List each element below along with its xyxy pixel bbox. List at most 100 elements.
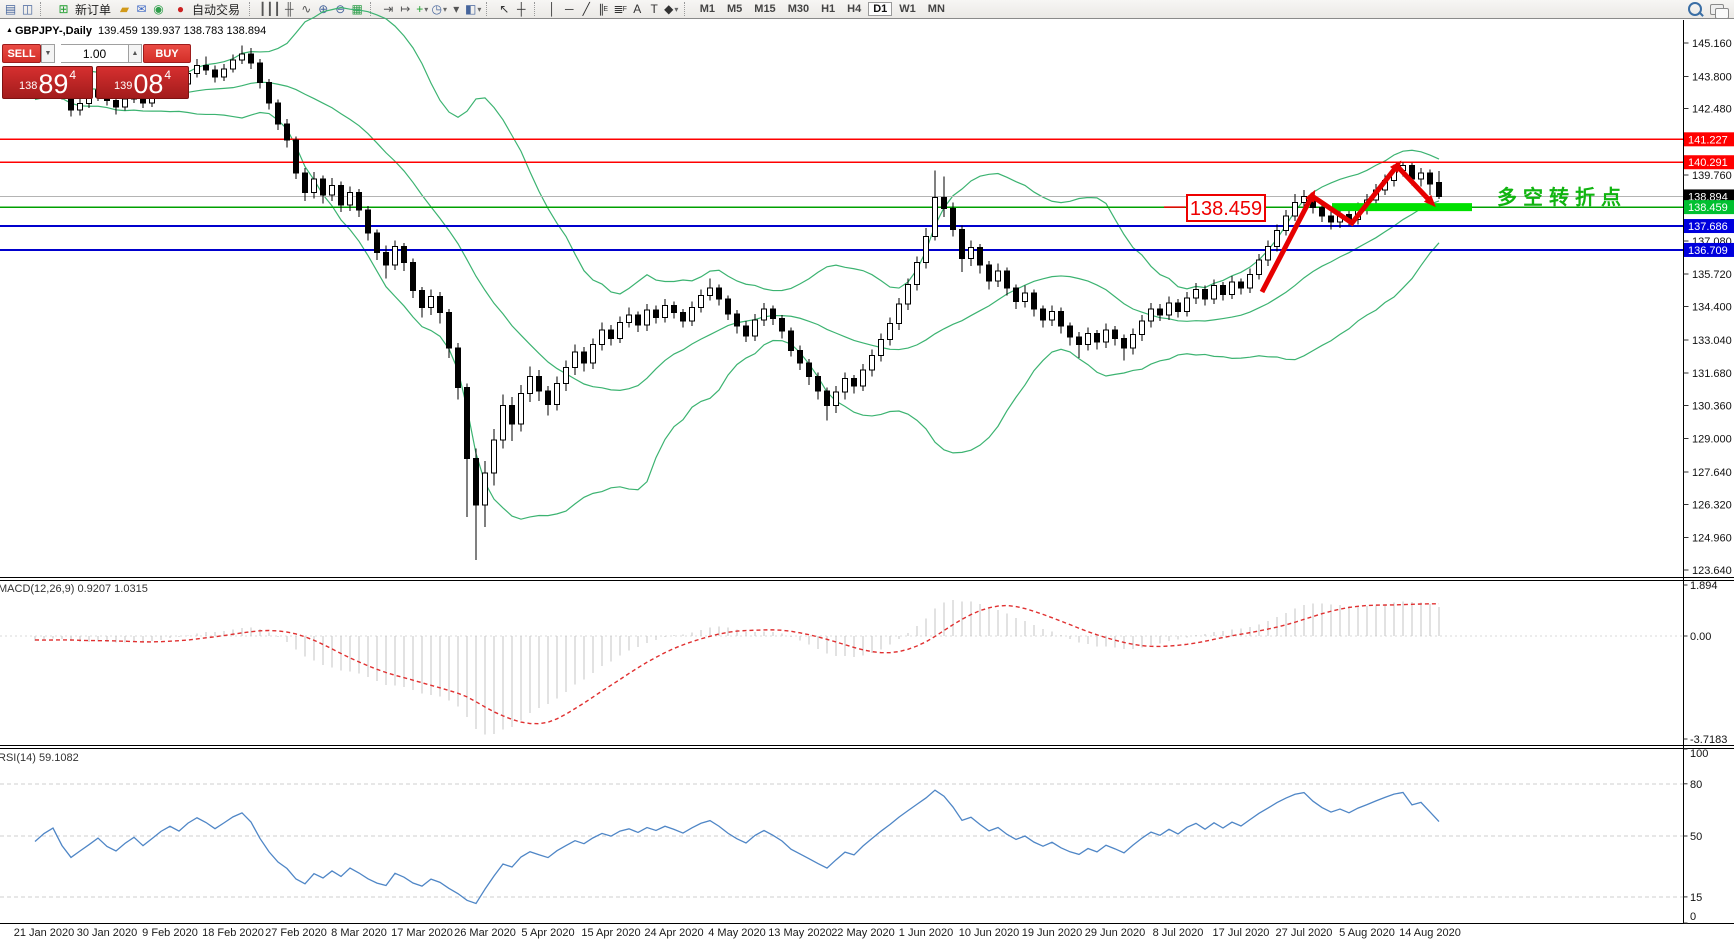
new-order-button-label: 新订单 (75, 2, 112, 17)
mql-community-icon[interactable]: ✉ (136, 1, 147, 16)
auto-scroll-icon[interactable]: ⇥ (383, 1, 394, 16)
candle (77, 103, 83, 111)
new-order-icon: ⊞ (58, 1, 69, 16)
dropdown-caret-icon[interactable]: ▾ (442, 4, 447, 14)
rsi-axis-label: 50 (1690, 831, 1702, 843)
price-badges: 141.227140.291138.894138.459137.686136.7… (1684, 132, 1734, 257)
annotations[interactable]: 138.459 多空转折点 (1164, 160, 1627, 294)
periods-icon[interactable]: ◷ ▾ (431, 1, 447, 16)
dropdown-caret-icon[interactable]: ▾ (477, 4, 482, 14)
candle (1193, 288, 1199, 299)
tf-button-M1[interactable]: M1 (699, 3, 715, 15)
sell-price-panel[interactable]: 138 89 4 (2, 66, 93, 99)
date-tick-label: 15 Apr 2020 (581, 927, 640, 939)
toolbar: ▤ ◫ ⊞ 新订单 ▰ ✉ ◉ ● 自动交易 ┃┃┃ ╫ ∿ ⊕ ⊖ ▦ ⇥ ↦ + ▾ ◷ ▾ ▾ ◧ ▾ ↖ ┼ │ ─ ╱ ∥ E ≣ F… (0, 0, 1734, 19)
date-tick-label: 24 Apr 2020 (644, 927, 703, 939)
tile-windows-icon[interactable]: ▦ (351, 1, 363, 16)
level-lines[interactable] (0, 138, 1683, 251)
macd-label: MACD(12,26,9) 0.9207 1.0315 (0, 583, 148, 595)
autotrading-button[interactable]: ● 自动交易 (167, 1, 245, 18)
timeframe-buttons: M1 M5 M15 M30 H1 H4 D1 W1 MN (694, 1, 951, 17)
indicator-window-icon[interactable]: ◧ ▾ (465, 1, 482, 16)
zoom-in-icon[interactable]: ⊕ (318, 1, 329, 16)
chart-shift-icon[interactable]: ↦ (400, 1, 411, 16)
tf-button-MN[interactable]: MN (927, 3, 945, 15)
text-icon[interactable]: A (633, 1, 642, 16)
candle (392, 246, 398, 266)
candle (1121, 337, 1127, 349)
price-row: 138 89 4 139 08 4 (2, 66, 210, 99)
signals-icon[interactable]: ◉ (153, 1, 164, 16)
tf-button-M30[interactable]: M30 (787, 3, 810, 15)
note-annotation-text[interactable]: 多空转折点 (1497, 185, 1627, 209)
rsi-label: RSI(14) 59.1082 (0, 752, 79, 764)
price-axis: 145.160143.800142.480141.120139.760138.4… (1683, 38, 1732, 577)
volume-increase-button[interactable]: ▲ (128, 44, 142, 63)
new-chart-icon[interactable]: ▤ (4, 1, 17, 16)
date-tick-label: 5 Apr 2020 (521, 927, 574, 939)
rsi-panel: RSI(14) 59.1082 100 80 50 15 0 (0, 748, 1708, 924)
candle (1157, 308, 1163, 316)
volume-decrease-button[interactable]: ▼ (41, 44, 55, 63)
channel-icon[interactable]: ∥ E (598, 1, 609, 16)
rsi-axis-label: 80 (1690, 779, 1702, 791)
metaeditor-icon[interactable]: ▰ (119, 1, 130, 16)
volume-input[interactable]: 1.00 (61, 44, 128, 63)
tf-button-M15[interactable]: M15 (754, 3, 776, 15)
trend-zigzag-arrows[interactable] (1259, 162, 1433, 294)
zoom-out-icon[interactable]: ⊖ (335, 1, 346, 16)
macd-panel: MACD(12,26,9) 0.9207 1.0315 1.894 0.00 -3.7… (0, 580, 1727, 746)
tf-button-D1[interactable]: D1 (868, 2, 893, 16)
candle (896, 303, 902, 325)
bar-chart-icon[interactable]: ┃┃┃ (259, 1, 281, 16)
price-label-box[interactable] (1186, 194, 1266, 222)
indicators-icon[interactable]: + ▾ (416, 1, 429, 16)
fibonacci-icon[interactable]: ≣ F (613, 1, 627, 16)
crosshair-icon[interactable]: ┼ (516, 1, 526, 16)
new-order-button[interactable]: ⊞ 新订单 (50, 1, 116, 18)
tf-button-H4[interactable]: H4 (847, 3, 862, 15)
candlestick-chart-icon[interactable]: ╫ (284, 1, 294, 16)
candle (761, 308, 767, 321)
profiles-icon[interactable]: ◫ (21, 1, 34, 16)
tf-button-M5[interactable]: M5 (727, 3, 743, 15)
candle (1301, 195, 1307, 203)
candle (779, 318, 785, 332)
horizontal-line-icon[interactable]: ─ (564, 1, 574, 16)
candle (1265, 246, 1271, 261)
chat-icon[interactable] (1710, 3, 1729, 19)
candle (365, 209, 371, 234)
dropdown-caret-icon[interactable]: ▾ (674, 4, 679, 14)
dropdown-caret-icon[interactable]: ▾ (424, 4, 429, 14)
tf-button-W1[interactable]: W1 (899, 3, 916, 15)
price-tick-label: 133.040 (1692, 335, 1732, 347)
buy-price-panel[interactable]: 139 08 4 (96, 66, 189, 99)
sell-button[interactable]: SELL (2, 44, 41, 63)
symbol-marker-icon: ▲ (6, 27, 13, 34)
candle (1436, 182, 1442, 197)
candle (293, 139, 299, 174)
candle (419, 290, 425, 309)
buy-button[interactable]: BUY (143, 44, 191, 63)
text-label-icon[interactable]: T (650, 1, 658, 16)
price-tick-label: 127.640 (1692, 467, 1732, 479)
candle (239, 53, 245, 61)
cursor-icon[interactable]: ↖ (499, 1, 510, 16)
templates-icon[interactable]: ▾ (453, 1, 460, 16)
toolbar-separator (249, 2, 257, 16)
symbol-name: GBPJPY-,Daily (14, 25, 92, 37)
candle (797, 350, 803, 364)
candle (1049, 310, 1055, 321)
trendline-icon[interactable]: ╱ (582, 1, 590, 16)
candle (869, 354, 875, 371)
arrows-icon[interactable]: ◆ ▾ (664, 1, 679, 16)
candle (599, 329, 605, 345)
search-icon[interactable] (1688, 2, 1702, 16)
vertical-line-icon[interactable]: │ (548, 1, 556, 16)
line-chart-icon[interactable]: ∿ (301, 1, 312, 16)
tf-button-H1[interactable]: H1 (821, 3, 836, 15)
candle (1004, 270, 1010, 289)
candle (590, 343, 596, 364)
date-tick-label: 22 May 2020 (831, 927, 895, 939)
